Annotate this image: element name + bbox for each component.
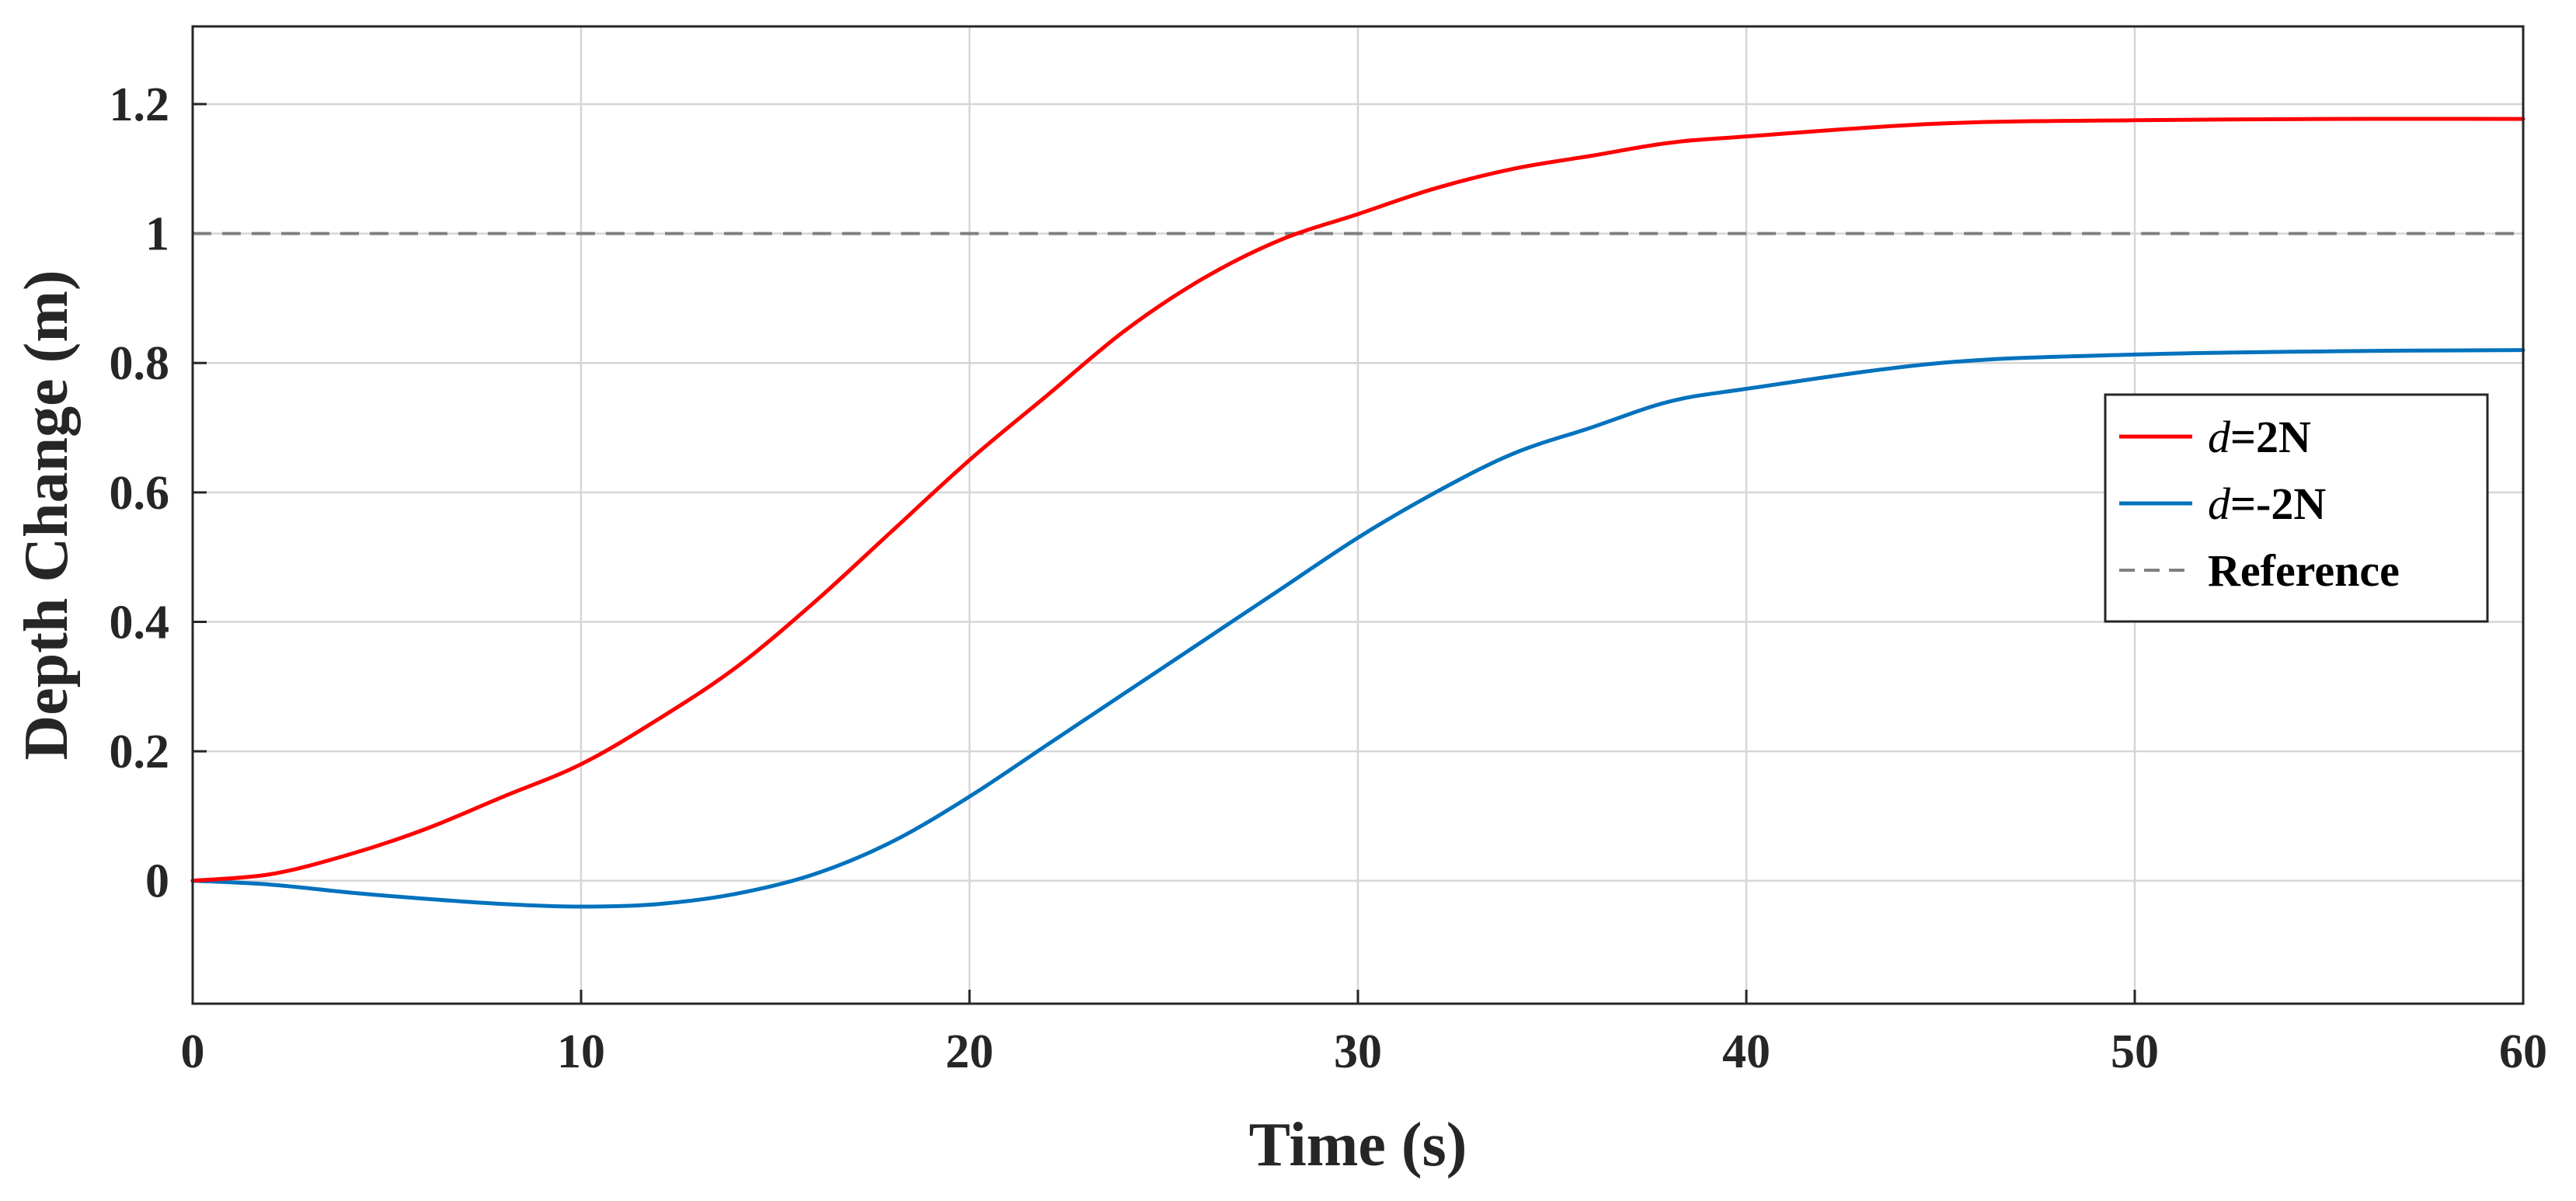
plot-area-frame: [191, 25, 2525, 1005]
x-tick-label: 40: [1722, 1025, 1770, 1078]
y-tick-label: 0.8: [110, 337, 170, 390]
series-line-d-2n: [190, 117, 2526, 883]
x-tick-label: 20: [945, 1025, 994, 1078]
legend-label: Reference: [2208, 545, 2400, 596]
y-tick-label: 0.2: [110, 726, 170, 778]
y-tick-label: 1: [145, 208, 169, 261]
x-tick-label: 30: [1334, 1025, 1382, 1078]
y-tick-label: 0.6: [110, 467, 170, 520]
y-axis-label: Depth Change (m): [12, 270, 81, 760]
legend-variable: d: [2208, 412, 2231, 462]
y-tick-label: 1.2: [110, 78, 170, 131]
legend-value: Reference: [2208, 545, 2400, 596]
x-tick-label: 50: [2111, 1025, 2159, 1078]
legend-label: d=-2N: [2208, 479, 2326, 529]
y-tick-label: 0: [145, 855, 169, 908]
legend-label: d=2N: [2208, 412, 2311, 462]
y-tick-label: 0.4: [110, 596, 170, 649]
series-layer: [190, 117, 2526, 909]
tick-labels: 0 10 20 30 40 50 60 0 0.2 0.4 0.6 0.8 1 1.2: [110, 78, 2548, 1078]
legend-variable: d: [2208, 479, 2231, 529]
series-line-d-2n: [190, 348, 2526, 909]
x-tick-label: 0: [181, 1025, 205, 1078]
legend-value: =-2N: [2230, 479, 2326, 529]
legend-value: =2N: [2230, 412, 2311, 462]
x-tick-label: 10: [557, 1025, 605, 1078]
legend-box: [2104, 393, 2489, 623]
x-tick-label: 60: [2499, 1025, 2547, 1078]
x-axis-label: Time (s): [1249, 1111, 1467, 1179]
